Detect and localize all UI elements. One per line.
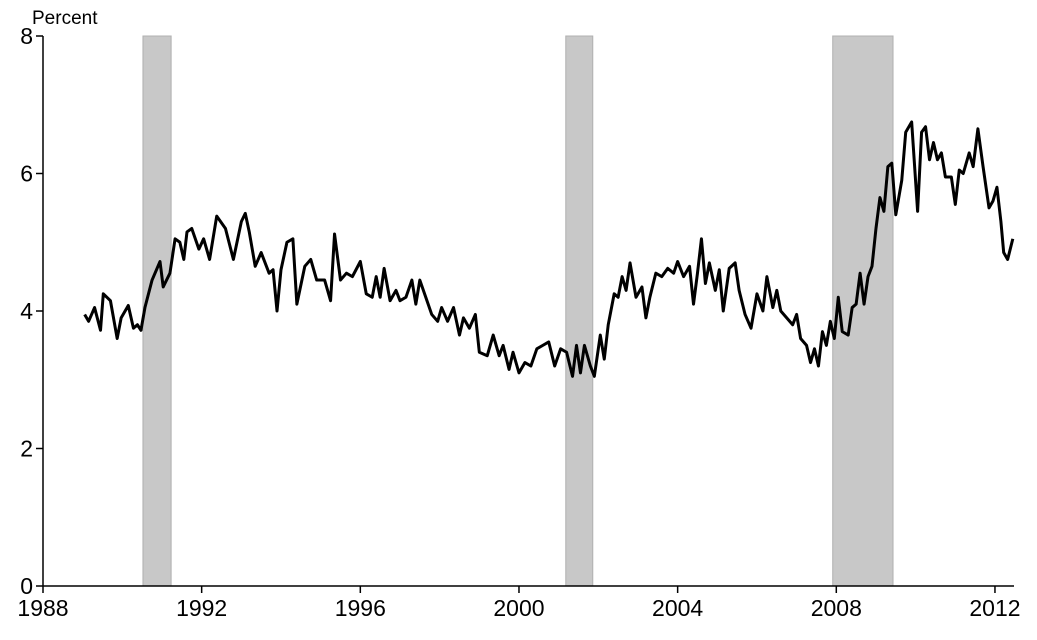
y-tick-label: 8 [20,23,33,49]
y-tick-label: 4 [20,298,33,324]
shaded-period [565,35,594,587]
x-tick-label: 1992 [176,595,227,621]
x-tick-label: 2000 [493,595,544,621]
shaded-period [142,35,172,587]
y-tick-label: 0 [20,573,33,599]
x-tick-label: 2004 [652,595,703,621]
x-tick-label: 1988 [17,595,68,621]
x-tick-label: 2008 [811,595,862,621]
y-tick-label: 2 [20,436,33,462]
x-tick-label: 2012 [969,595,1020,621]
y-axis-label: Percent [32,8,98,29]
shaded-period [832,35,894,587]
x-tick-label: 1996 [335,595,386,621]
shaded-periods [142,35,894,587]
data-line [83,120,1015,378]
y-tick-label: 6 [20,161,33,187]
